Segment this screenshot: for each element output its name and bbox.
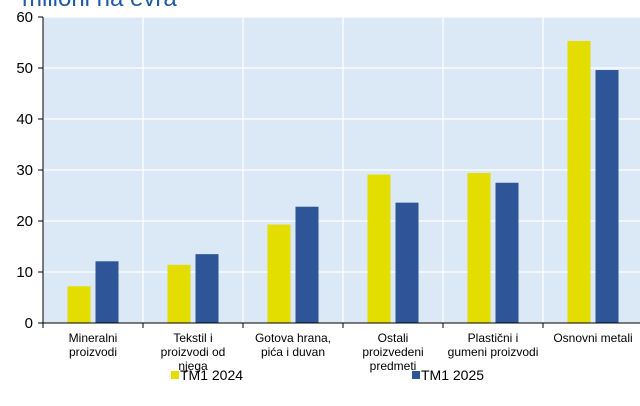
y-tick-label: 60 xyxy=(16,9,33,26)
y-tick-label: 30 xyxy=(16,162,33,179)
y-tick-label: 50 xyxy=(16,60,33,77)
bars xyxy=(67,40,619,323)
chart-title: milioni na evra xyxy=(22,0,177,12)
bar xyxy=(195,254,219,323)
bar xyxy=(367,174,391,323)
legend-swatch xyxy=(171,371,179,379)
x-category-label: Mineralni proizvodi xyxy=(69,331,118,359)
x-category-label: Plastični i gumeni proizvodi xyxy=(448,331,539,359)
y-tick-label: 0 xyxy=(25,315,33,332)
bar xyxy=(295,206,319,323)
legend-swatch xyxy=(412,371,420,379)
bar xyxy=(167,264,191,323)
y-axis: 0 10 20 30 40 50 60 xyxy=(16,9,44,332)
bar xyxy=(495,182,519,323)
y-tick-label: 40 xyxy=(16,111,33,128)
x-category-label: Gotova hrana, pića i duvan xyxy=(255,331,331,359)
y-tick-label: 20 xyxy=(16,213,33,230)
legend-label: TM1 2024 xyxy=(180,367,243,383)
grid-lines xyxy=(43,16,640,323)
y-tick-label: 10 xyxy=(16,264,33,281)
bar xyxy=(467,173,491,323)
legend: TM1 2024 TM1 2025 xyxy=(171,367,484,383)
x-category-label: Osnovni metali xyxy=(553,331,632,345)
x-category-label: Ostali proizvedeni predmeti xyxy=(362,331,423,373)
x-axis: Mineralni proizvodi Tekstil i proizvodi od n… xyxy=(42,322,640,373)
bar xyxy=(567,40,591,323)
bar xyxy=(395,202,419,323)
bar xyxy=(267,224,291,323)
bar xyxy=(95,261,119,323)
legend-label: TM1 2025 xyxy=(421,367,484,383)
x-category-label: Tekstil i proizvodi od njega xyxy=(161,331,226,373)
bar xyxy=(67,286,91,323)
bar xyxy=(595,70,619,323)
